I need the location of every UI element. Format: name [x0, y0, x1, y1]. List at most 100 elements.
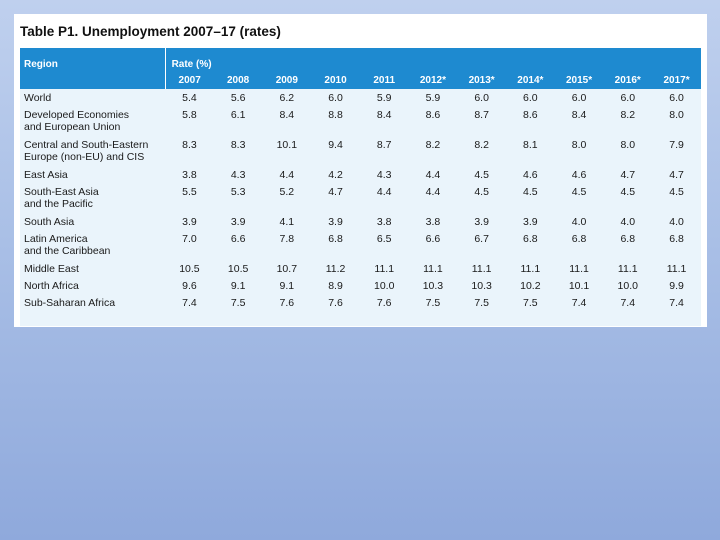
year-header: 2016*: [603, 71, 653, 89]
table-row: Sub-Saharan Africa 7.4 7.5 7.6 7.6 7.6 7.5 7.5 7…: [20, 294, 701, 311]
rate-value-cell: 8.4: [279, 109, 295, 121]
region-cell: World: [20, 89, 165, 106]
rate-value-cell: 4.3: [376, 169, 392, 181]
rate-value-cell: 5.2: [279, 186, 295, 198]
rate-value-cell: 10.5: [227, 263, 249, 275]
rate-value-cell: 6.1: [230, 109, 246, 121]
region-name-line: World: [24, 92, 52, 104]
region-name-line: and European Union: [24, 121, 121, 133]
rate-value-cell: 10.3: [471, 280, 492, 292]
rate-value-cell: 7.4: [571, 297, 587, 309]
rate-value-cell: 3.9: [328, 216, 343, 228]
rate-value-cell: 3.8: [376, 216, 392, 228]
region-cell: East Asia: [20, 166, 165, 183]
table-row: Central and South-Eastern Europe (non-EU)…: [20, 136, 701, 166]
year-header: 2009: [262, 71, 312, 89]
rate-value-cell: 6.2: [279, 92, 295, 104]
region-column-header: Region: [20, 48, 166, 71]
rate-value-cell: 7.6: [279, 297, 295, 309]
region-cell: Developed Economies and European Union: [20, 106, 165, 136]
year-header: 2008: [213, 71, 263, 89]
rate-value-cell: 3.9: [523, 216, 538, 228]
rate-value-cell: 4.4: [279, 169, 295, 181]
region-name-line: and the Pacific: [24, 198, 93, 210]
rate-value-cell: 7.5: [474, 297, 489, 309]
rate-value-cell: 10.2: [520, 280, 541, 292]
rate-value-cell: 4.4: [425, 169, 441, 181]
rate-value-cell: 6.0: [474, 92, 489, 104]
rate-value-cell: 10.0: [617, 280, 638, 292]
table-row: Middle East 10.5 10.5 10.7 11.2 11.1 11.1 11.1 1…: [20, 260, 701, 277]
rate-value-cell: 4.0: [669, 216, 684, 228]
rate-value-cell: 8.0: [669, 109, 684, 121]
rate-value-cell: 4.0: [571, 216, 587, 228]
rate-value-cell: 4.4: [376, 186, 392, 198]
rate-value-cell: 5.9: [376, 92, 392, 104]
rate-value-cell: 6.0: [328, 92, 343, 104]
rate-value-cell: 7.5: [425, 297, 441, 309]
year-header: 2017*: [652, 71, 701, 89]
rate-value-cell: 9.1: [230, 280, 246, 292]
rate-value-cell: 8.8: [328, 109, 343, 121]
rate-value-cell: 5.9: [425, 92, 441, 104]
rate-value-cell: 7.8: [279, 233, 295, 245]
region-cell: Middle East: [20, 260, 165, 277]
rate-value-cell: 11.1: [617, 263, 638, 275]
rate-value-cell: 6.8: [669, 233, 684, 245]
region-name-line: Developed Economies: [24, 109, 130, 121]
rate-value-cell: 9.9: [669, 280, 684, 292]
rate-value-cell: 6.0: [571, 92, 587, 104]
year-header: 2012*: [408, 71, 458, 89]
region-name-line: East Asia: [24, 169, 68, 181]
region-name-line: North Africa: [24, 280, 79, 292]
region-name-line: Middle East: [24, 263, 79, 275]
rate-value-cell: 3.8: [425, 216, 441, 228]
rate-value-cell: 4.6: [523, 169, 538, 181]
rate-value-cell: 6.0: [620, 92, 636, 104]
rate-value-cell: 6.8: [328, 233, 343, 245]
rate-value-cell: 5.8: [182, 109, 197, 121]
rate-value-cell: 11.2: [325, 263, 346, 275]
region-name-line: and the Caribbean: [24, 245, 111, 257]
rate-value-cell: 8.6: [523, 109, 538, 121]
region-cell: South-East Asia and the Pacific: [20, 183, 165, 213]
rate-value-cell: 11.1: [471, 263, 492, 275]
header-row-labels: Region Rate (%): [20, 48, 701, 71]
table-row: Latin America and the Caribbean 7.0 6.6 7.8 6…: [20, 230, 701, 260]
region-name-line: South-East Asia: [24, 186, 99, 198]
rate-value-cell: 4.7: [620, 169, 636, 181]
region-header-spacer: [20, 71, 166, 89]
rate-value-cell: 7.5: [230, 297, 246, 309]
rate-value-cell: 4.6: [571, 169, 587, 181]
rate-value-cell: 6.7: [474, 233, 489, 245]
region-cell: South Asia: [20, 213, 165, 230]
rate-value-cell: 4.7: [328, 186, 343, 198]
rate-value-cell: 6.6: [425, 233, 441, 245]
rate-value-cell: 6.0: [669, 92, 684, 104]
rate-label: Rate (%): [171, 59, 212, 70]
rate-value-cell: 5.3: [230, 186, 246, 198]
rate-value-cell: 8.6: [425, 109, 441, 121]
rate-value-cell: 8.4: [571, 109, 587, 121]
rate-value-cell: 6.0: [523, 92, 538, 104]
year-header: 2007: [164, 71, 214, 89]
table-body: World 5.4 5.6 6.2 6.0 5.9 5.9 6.0 6.0 6.0 6.0 6.0 De…: [20, 89, 701, 311]
region-cell: Sub-Saharan Africa: [20, 294, 165, 311]
rate-value-cell: 8.0: [620, 139, 636, 151]
rate-value-cell: 6.8: [523, 233, 538, 245]
unemployment-table: Region Rate (%) 2007 2008 2009 2010 2011 2012…: [20, 48, 701, 311]
rate-value-cell: 11.1: [374, 263, 395, 275]
region-name-line: Europe (non-EU) and CIS: [24, 151, 145, 163]
table-row: East Asia 3.8 4.3 4.4 4.2 4.3 4.4 4.5 4.6 4.6 4.7 4…: [20, 166, 701, 183]
table-row: North Africa 9.6 9.1 9.1 8.9 10.0 10.3 10.3 10.2…: [20, 277, 701, 294]
rate-value-cell: 3.9: [230, 216, 246, 228]
rate-value-cell: 8.2: [425, 139, 441, 151]
rate-value-cell: 3.9: [182, 216, 197, 228]
rate-value-cell: 7.6: [376, 297, 392, 309]
region-cell: Latin America and the Caribbean: [20, 230, 165, 260]
rate-value-cell: 4.5: [620, 186, 636, 198]
region-name-line: Central and South-Eastern: [24, 139, 149, 151]
rate-value-cell: 5.6: [230, 92, 246, 104]
rate-value-cell: 4.7: [669, 169, 684, 181]
rate-value-cell: 7.4: [182, 297, 197, 309]
